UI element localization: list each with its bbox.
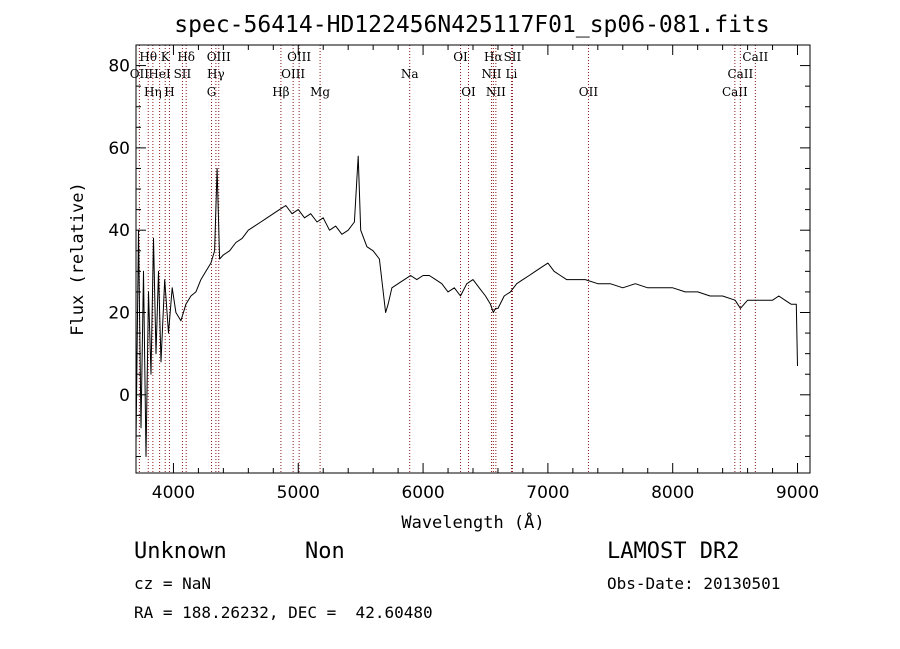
spectral-line-label: OIII bbox=[281, 67, 305, 81]
x-tick-label: 5000 bbox=[277, 483, 320, 503]
spectrum-series bbox=[135, 155, 798, 457]
spectral-line-label: Hδ bbox=[177, 50, 195, 64]
x-tick-label: 7000 bbox=[526, 483, 569, 503]
x-axis-ticks: 4000 5000 6000 7000 8000 9000 bbox=[152, 45, 819, 503]
spectral-line-markers: OIIHθHηHeIKHSIIHδGOIIIHγHβOIIIOIIIMgNaOI… bbox=[130, 45, 768, 473]
spectral-line-label: NII bbox=[486, 85, 506, 99]
obs-date: Obs-Date: 20130501 bbox=[607, 574, 781, 593]
spectral-line-label: OII bbox=[130, 67, 150, 81]
x-axis-label: Wavelength (Å) bbox=[401, 511, 544, 533]
spectral-line-label: CaII bbox=[742, 50, 768, 64]
y-tick-label: 80 bbox=[108, 57, 130, 77]
spectral-line-label: SII bbox=[174, 67, 192, 81]
redshift-cz: cz = NaN bbox=[134, 574, 212, 593]
x-tick-label: 8000 bbox=[651, 483, 694, 503]
spectral-line-label: OIII bbox=[207, 50, 231, 64]
object-subclass: Non bbox=[305, 539, 345, 564]
survey-name: LAMOST DR2 bbox=[607, 539, 740, 564]
spectral-line-label: Na bbox=[401, 67, 419, 81]
spectral-line-label: Hβ bbox=[272, 85, 289, 99]
y-tick-label: 40 bbox=[108, 221, 130, 241]
spectral-line-label: OIII bbox=[287, 50, 311, 64]
x-tick-label: 6000 bbox=[401, 483, 444, 503]
spectral-line-label: K bbox=[161, 50, 171, 64]
y-axis-ticks: 0 20 40 60 80 bbox=[108, 44, 810, 458]
x-tick-label: 4000 bbox=[152, 483, 195, 503]
spectral-line-label: SII bbox=[504, 50, 522, 64]
chart-title: spec-56414-HD122456N425117F01_sp06-081.f… bbox=[174, 12, 769, 38]
spectral-line-label: Mg bbox=[310, 85, 330, 99]
spectral-line-label: HeI bbox=[148, 67, 171, 81]
plot-frame bbox=[135, 44, 811, 474]
spectral-line-label: H bbox=[164, 85, 174, 99]
spectral-line-label: Hθ bbox=[139, 50, 157, 64]
spectral-line-label: Li bbox=[506, 67, 518, 81]
object-class: Unknown bbox=[134, 539, 227, 564]
spectral-line-label: G bbox=[207, 85, 217, 99]
spectral-line-label: Hη bbox=[144, 85, 162, 99]
spectral-line-label: CaII bbox=[722, 85, 748, 99]
y-tick-label: 0 bbox=[119, 386, 130, 406]
spectral-line-label: CaII bbox=[727, 67, 753, 81]
spectral-line-label: Hα bbox=[484, 50, 503, 64]
spectral-line-label: OI bbox=[461, 85, 476, 99]
spectral-line-label: OII bbox=[579, 85, 599, 99]
y-tick-label: 20 bbox=[108, 304, 130, 324]
spectrum-line bbox=[135, 155, 798, 457]
y-tick-label: 60 bbox=[108, 139, 130, 159]
spectral-line-label: Hγ bbox=[207, 67, 225, 81]
x-tick-label: 9000 bbox=[776, 483, 819, 503]
spectral-line-label: NII bbox=[481, 67, 501, 81]
coordinates: RA = 188.26232, DEC = 42.60480 bbox=[134, 603, 433, 622]
y-axis-label: Flux (relative) bbox=[68, 182, 88, 336]
spectral-line-label: OI bbox=[453, 50, 468, 64]
